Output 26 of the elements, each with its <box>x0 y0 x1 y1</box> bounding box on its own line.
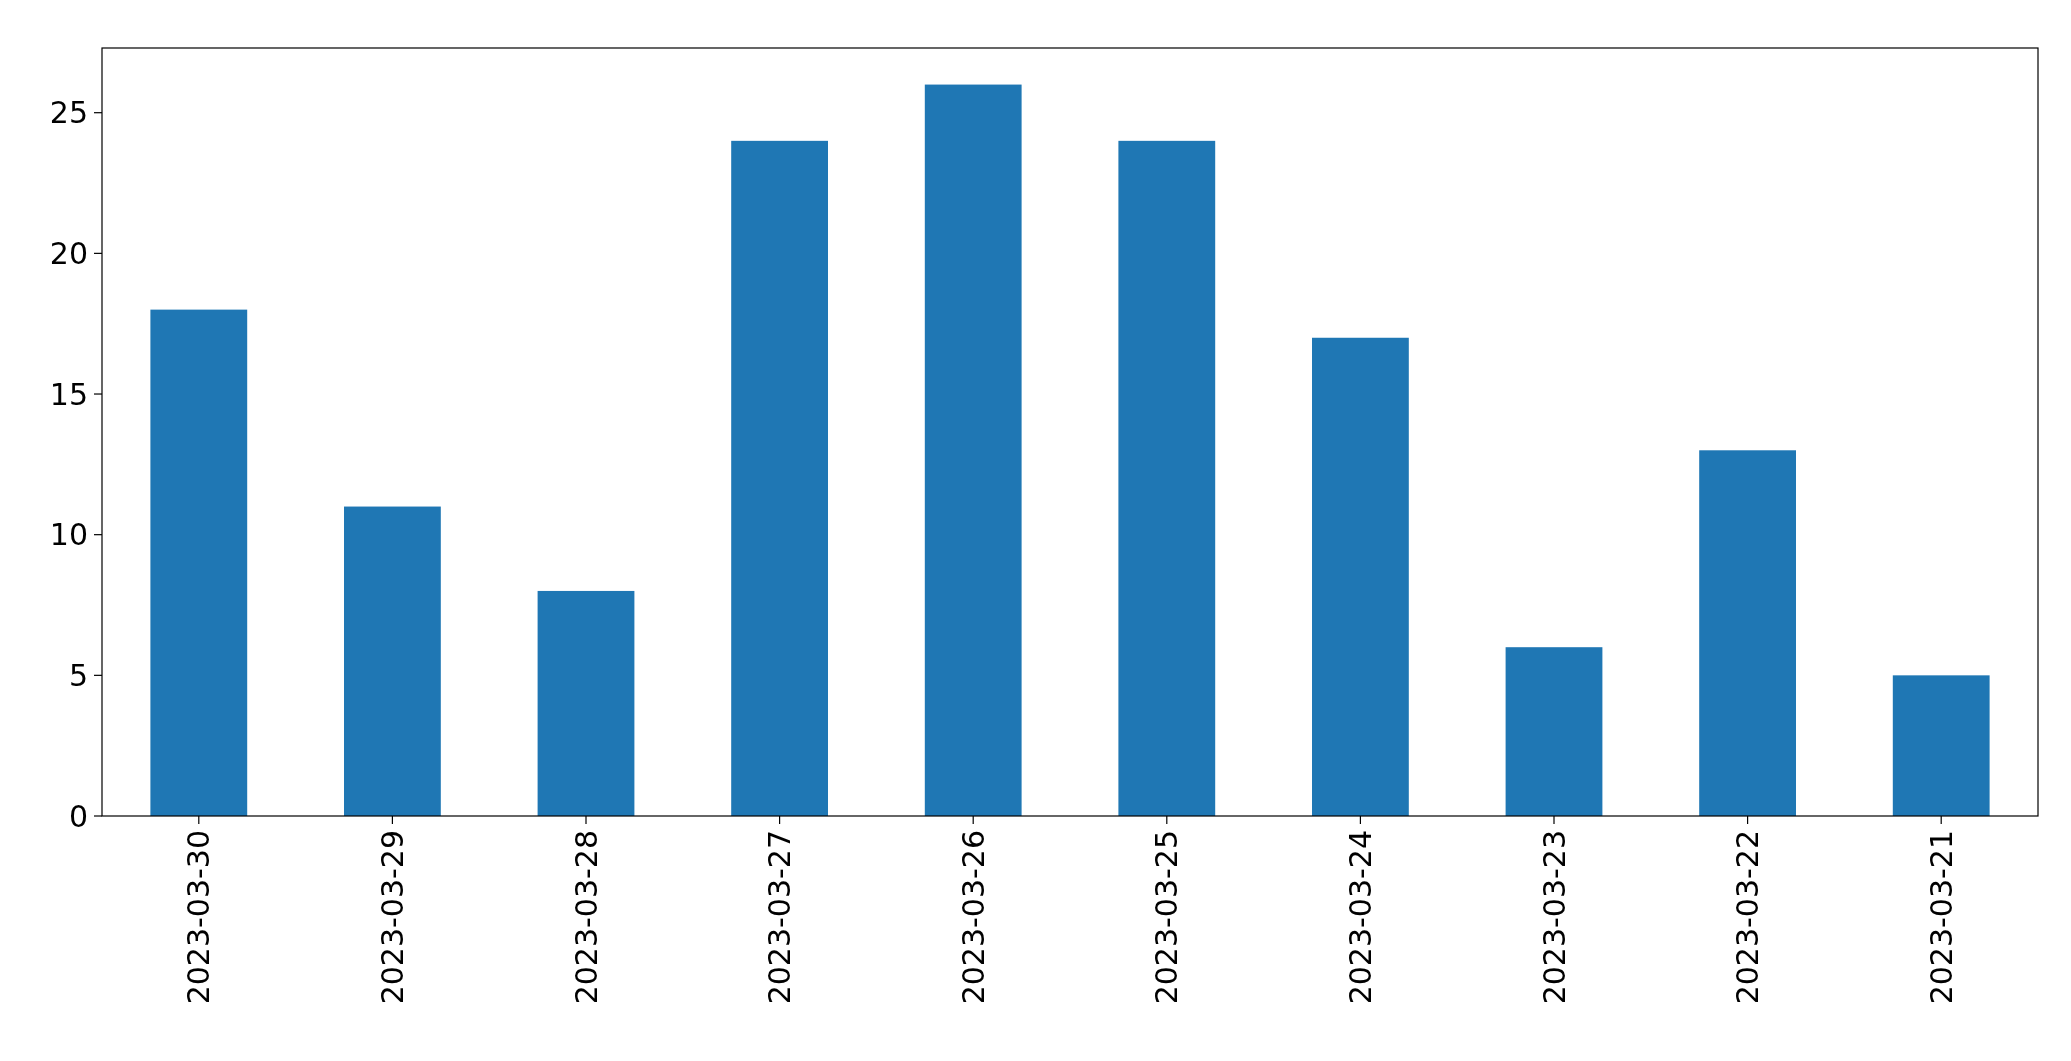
bar <box>150 309 248 816</box>
y-tick-label: 15 <box>49 376 88 412</box>
x-tick-label: 2023-03-26 <box>955 830 991 1005</box>
y-tick-label: 20 <box>49 235 88 271</box>
x-tick-label: 2023-03-21 <box>1923 830 1959 1005</box>
bar <box>1312 337 1409 816</box>
bar <box>537 590 635 816</box>
bar <box>344 506 441 816</box>
x-tick-label: 2023-03-30 <box>181 830 217 1005</box>
y-tick-label: 5 <box>68 657 88 693</box>
x-tick-label: 2023-03-22 <box>1730 830 1766 1005</box>
bar <box>1118 140 1216 816</box>
x-tick-label: 2023-03-23 <box>1536 830 1572 1005</box>
x-tick-label: 2023-03-28 <box>568 830 604 1005</box>
x-tick-label: 2023-03-29 <box>374 830 410 1005</box>
bar <box>1699 450 1796 816</box>
bar <box>731 140 828 816</box>
y-tick-label: 0 <box>68 798 88 834</box>
bar <box>924 84 1022 816</box>
y-tick-label: 10 <box>49 517 88 553</box>
x-tick-label: 2023-03-27 <box>762 830 798 1005</box>
x-tick-label: 2023-03-25 <box>1149 830 1185 1005</box>
bar <box>1892 675 1990 816</box>
x-tick-label: 2023-03-24 <box>1342 830 1378 1005</box>
bar <box>1505 647 1603 816</box>
y-tick-label: 25 <box>49 95 88 131</box>
